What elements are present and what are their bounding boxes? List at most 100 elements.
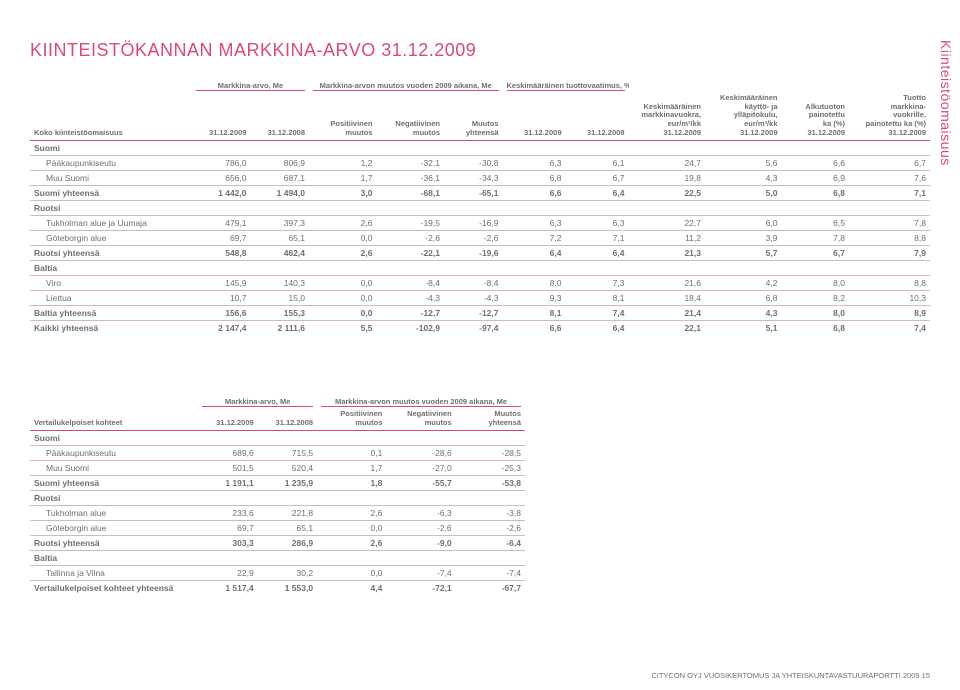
row-label: Muu Suomi	[30, 461, 198, 476]
cell: 5,6	[705, 156, 782, 171]
cell: -6,4	[456, 536, 525, 551]
cell: 7,8	[849, 216, 930, 231]
column-header: Negatiivinenmuutos	[377, 92, 445, 141]
cell: 15,0	[251, 291, 310, 306]
column-header: Vertailukelpoiset kohteet	[30, 408, 198, 431]
cell: 0,0	[309, 306, 377, 321]
cell: 7,9	[849, 246, 930, 261]
column-header: 31.12.2009	[192, 92, 251, 141]
cell: 22,1	[629, 321, 706, 336]
super-header-mv: Markkina-arvo, Me	[196, 81, 305, 91]
cell	[198, 491, 257, 506]
column-header: 31.12.2008	[258, 408, 317, 431]
cell: -19,6	[444, 246, 503, 261]
column-header: Muutosyhteensä	[456, 408, 525, 431]
page-footer: CITYCON OYJ VUOSIKERTOMUS JA YHTEISKUNTA…	[651, 671, 930, 680]
column-header: Keskimääräinenmarkkinavuokra,eur/m²/kk31…	[629, 92, 706, 141]
cell: 10,3	[849, 291, 930, 306]
row-label: Suomi yhteensä	[30, 476, 198, 491]
cell: 8,0	[782, 306, 850, 321]
cell: 0,1	[317, 446, 386, 461]
cell: -102,9	[377, 321, 445, 336]
table-row: Baltia	[30, 551, 525, 566]
cell	[456, 431, 525, 446]
cell	[849, 141, 930, 156]
cell: 9,3	[503, 291, 566, 306]
cell: 501,5	[198, 461, 257, 476]
cell: 6,4	[566, 186, 629, 201]
cell: 7,2	[503, 231, 566, 246]
cell: 7,1	[849, 186, 930, 201]
table-row: Ruotsi	[30, 491, 525, 506]
cell	[258, 431, 317, 446]
cell: 1,7	[317, 461, 386, 476]
cell: -4,3	[444, 291, 503, 306]
cell: -67,7	[456, 581, 525, 596]
cell: 6,6	[503, 321, 566, 336]
cell: -2,6	[377, 231, 445, 246]
cell: 6,8	[503, 171, 566, 186]
cell: 30,2	[258, 566, 317, 581]
cell	[317, 431, 386, 446]
cell: 140,3	[251, 276, 310, 291]
table-row: Suomi	[30, 431, 525, 446]
cell: 8,9	[849, 306, 930, 321]
cell	[317, 551, 386, 566]
cell	[503, 261, 566, 276]
cell	[377, 141, 445, 156]
page-title: KIINTEISTÖKANNAN MARKKINA-ARVO 31.12.200…	[30, 40, 930, 61]
cell: 4,3	[705, 171, 782, 186]
cell: 21,6	[629, 276, 706, 291]
cell	[629, 201, 706, 216]
row-label: Baltia yhteensä	[30, 306, 192, 321]
cell: 221,8	[258, 506, 317, 521]
cell: 6,5	[782, 216, 850, 231]
cell: 0,0	[309, 276, 377, 291]
row-label: Pääkaupunkiseutu	[30, 156, 192, 171]
cell: 2,6	[309, 216, 377, 231]
cell: 19,8	[629, 171, 706, 186]
cell: 2 147,4	[192, 321, 251, 336]
cell	[198, 431, 257, 446]
table-row: Tukholman alue ja Uumaja479,1397,32,6-19…	[30, 216, 930, 231]
cell: 6,3	[503, 156, 566, 171]
cell: 6,4	[503, 246, 566, 261]
cell: 8,8	[849, 231, 930, 246]
row-label: Liettua	[30, 291, 192, 306]
table-row: Ruotsi yhteensä303,3286,92,6-9,0-6,4	[30, 536, 525, 551]
table-row: Göteborgin alue69,765,10,0-2,6-2,6	[30, 521, 525, 536]
cell: 6,8	[705, 291, 782, 306]
cell: 1 553,0	[258, 581, 317, 596]
cell	[705, 261, 782, 276]
cell: 520,4	[258, 461, 317, 476]
cell	[251, 261, 310, 276]
cell: 7,8	[782, 231, 850, 246]
cell: 145,9	[192, 276, 251, 291]
cell: 10,7	[192, 291, 251, 306]
cell: 155,3	[251, 306, 310, 321]
cell: 7,3	[566, 276, 629, 291]
cell: 6,6	[503, 186, 566, 201]
cell: -2,6	[456, 521, 525, 536]
super-header-change: Markkina-arvon muutos vuoden 2009 aikana…	[313, 81, 499, 91]
cell: 8,0	[503, 276, 566, 291]
cell: -12,7	[444, 306, 503, 321]
cell	[849, 201, 930, 216]
column-header: 31.12.2009	[503, 92, 566, 141]
cell: 689,6	[198, 446, 257, 461]
cell: -7,4	[386, 566, 455, 581]
cell	[386, 551, 455, 566]
cell: -68,1	[377, 186, 445, 201]
cell	[629, 261, 706, 276]
cell	[309, 201, 377, 216]
cell: 786,0	[192, 156, 251, 171]
cell: 7,4	[566, 306, 629, 321]
cell	[377, 261, 445, 276]
column-header: Muutosyhteensä	[444, 92, 503, 141]
cell: 8,2	[782, 291, 850, 306]
row-label: Pääkaupunkiseutu	[30, 446, 198, 461]
cell: -6,3	[386, 506, 455, 521]
cell	[566, 201, 629, 216]
cell: 548,8	[192, 246, 251, 261]
market-value-table-comparable: Markkina-arvo, Me Markkina-arvon muutos …	[30, 395, 525, 595]
